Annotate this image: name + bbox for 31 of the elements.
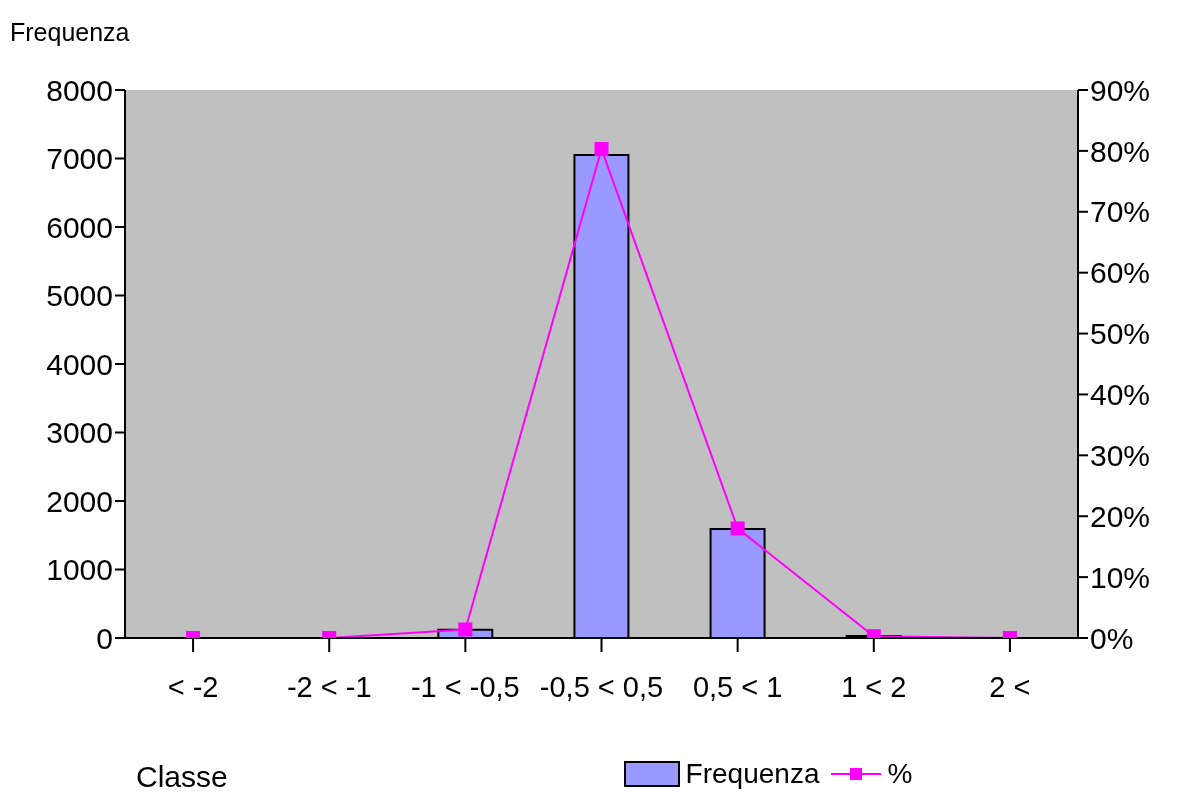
- y-tick-label: 2000: [46, 484, 113, 518]
- x-tick-label: -1 < -0,5: [410, 670, 520, 703]
- y2-tick-label: 20%: [1090, 499, 1151, 533]
- x-tick-label: < -2: [167, 670, 219, 703]
- y2-tick-label: 90%: [1090, 73, 1151, 107]
- x-tick-label: 2 <: [989, 670, 1031, 703]
- legend-label: Frequenza: [685, 758, 820, 790]
- y2-tick-label: 50%: [1090, 317, 1151, 351]
- y2-tick-label: 30%: [1090, 438, 1151, 472]
- y-tick-label: 5000: [46, 279, 113, 313]
- y-tick-label: 3000: [46, 416, 113, 450]
- y2-tick-label: 10%: [1090, 560, 1151, 594]
- y-tick-label: 7000: [46, 142, 113, 176]
- y-tick-label: 8000: [46, 73, 113, 107]
- y-tick-label: 1000: [46, 553, 113, 587]
- x-tick-label: -0,5 < 0,5: [539, 670, 664, 703]
- x-tick-label: 1 < 2: [841, 670, 907, 703]
- y2-tick-label: 60%: [1090, 256, 1151, 290]
- x-tick-label: 0,5 < 1: [692, 670, 783, 703]
- x-tick-label: -2 < -1: [286, 670, 372, 703]
- point: [594, 142, 609, 157]
- y-tick-label: 0: [96, 621, 113, 655]
- y-axis-title: Frequenza: [10, 18, 130, 47]
- y-tick-label: 6000: [46, 210, 113, 244]
- y2-tick-label: 80%: [1090, 134, 1151, 168]
- y-tick-label: 4000: [46, 347, 113, 381]
- y2-tick-label: 0%: [1090, 621, 1134, 655]
- y2-tick-label: 40%: [1090, 378, 1151, 412]
- y2-tick-label: 70%: [1090, 195, 1151, 229]
- x-axis-title: Classe: [136, 760, 228, 794]
- legend-label: %: [887, 758, 913, 790]
